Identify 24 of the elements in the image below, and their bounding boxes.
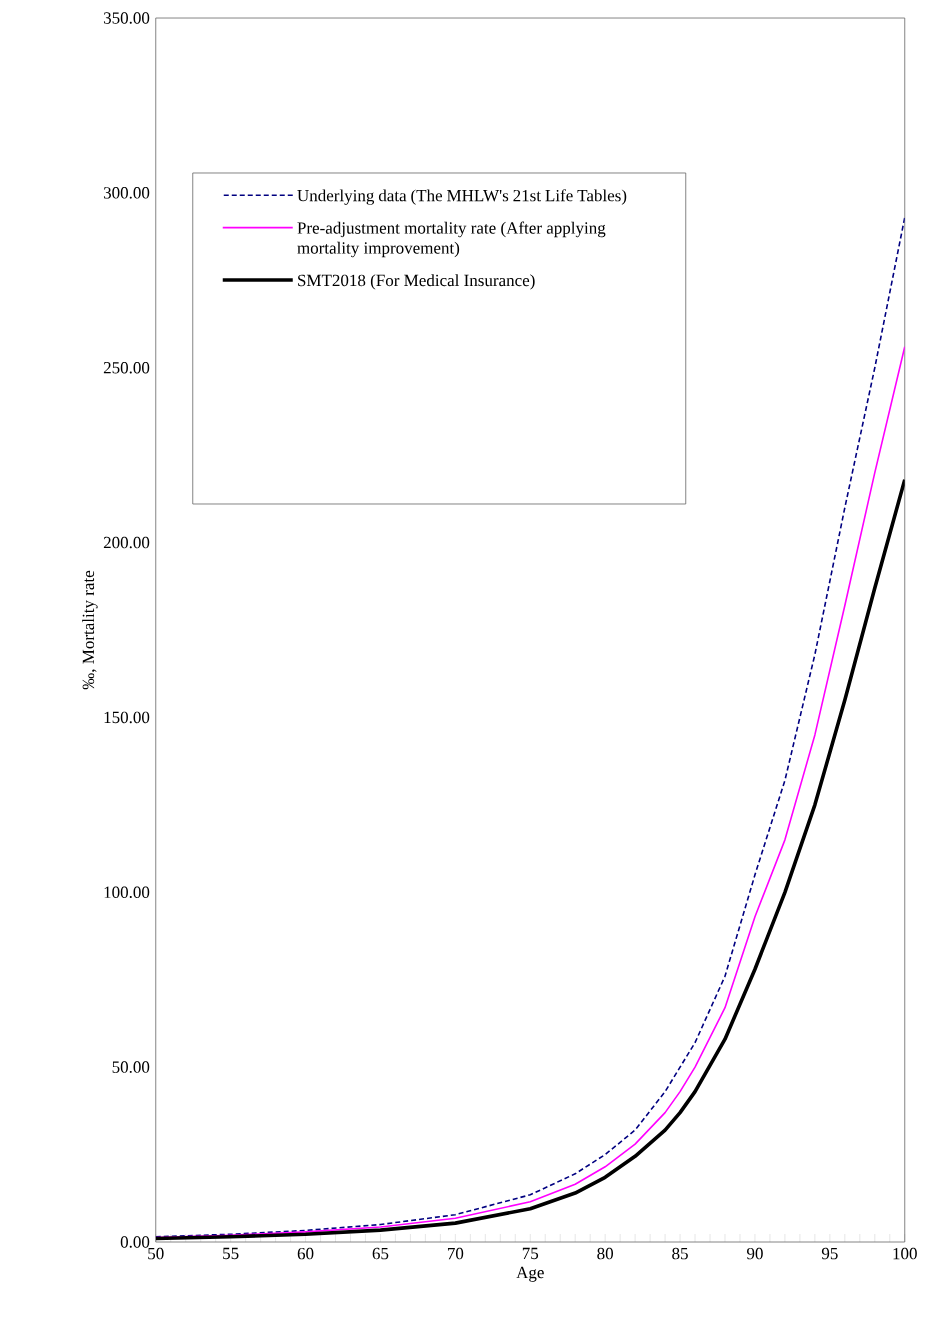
x-tick-label: 65 <box>372 1247 389 1260</box>
x-tick-label: 100 <box>893 1247 917 1260</box>
y-tick-label: 100.00 <box>104 886 150 899</box>
x-tick-label: 95 <box>822 1247 838 1260</box>
y-tick-label: 300.00 <box>104 187 150 199</box>
y-tick-label: 350.00 <box>104 12 150 24</box>
y-tick-label: 150.00 <box>104 711 150 724</box>
y-axis-title: ‰, Mortality rate <box>82 570 98 690</box>
x-tick-label: 55 <box>223 1247 239 1260</box>
legend-label: Pre-adjustment mortality rate (After applying mortality improvement) <box>297 221 606 258</box>
x-tick-label: 50 <box>148 1247 164 1260</box>
y-tick-label: 200.00 <box>104 536 150 549</box>
x-tick-label: 70 <box>448 1247 464 1260</box>
x-tick-label: 75 <box>523 1247 539 1260</box>
legend-label: SMT2018 (For Medical Insurance) <box>298 274 535 290</box>
x-axis-title: Age <box>516 1266 544 1282</box>
x-tick-label: 85 <box>672 1247 689 1260</box>
legend-label: Underlying data (The MHLW's 21st Life Tables) <box>297 189 627 205</box>
y-tick-label: 250.00 <box>104 361 150 374</box>
x-tick-label: 90 <box>747 1247 763 1260</box>
y-tick-label: 50.00 <box>112 1061 150 1073</box>
y-tick-label: 0.00 <box>120 1236 150 1248</box>
x-tick-label: 60 <box>297 1247 314 1260</box>
x-tick-label: 80 <box>597 1247 614 1260</box>
